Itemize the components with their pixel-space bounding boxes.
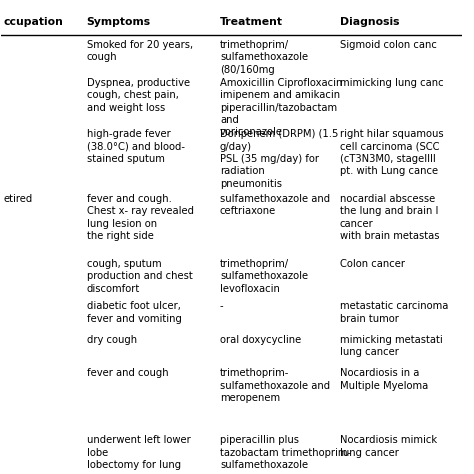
Text: etired: etired [4,194,33,204]
Text: cough, sputum
production and chest
discomfort: cough, sputum production and chest disco… [87,259,192,294]
Text: sulfamethoxazole and
ceftriaxone: sulfamethoxazole and ceftriaxone [220,194,330,217]
Text: nocardial abscesse
the lung and brain l
cancer
with brain metastas: nocardial abscesse the lung and brain l … [340,194,439,241]
Text: piperacillin plus
tazobactam trimethoprim-
sulfamethoxazole: piperacillin plus tazobactam trimethopri… [220,436,351,470]
Text: underwent left lower
lobe
lobectomy for lung: underwent left lower lobe lobectomy for … [87,436,190,470]
Text: fever and cough.
Chest x- ray revealed
lung lesion on
the right side: fever and cough. Chest x- ray revealed l… [87,194,193,241]
Text: Nocardiosis in a
Multiple Myeloma: Nocardiosis in a Multiple Myeloma [340,368,428,391]
Text: high-grade fever
(38.0°C) and blood-
stained sputum: high-grade fever (38.0°C) and blood- sta… [87,129,184,164]
Text: trimethoprim/
sulfamethoxazole
(80/160mg: trimethoprim/ sulfamethoxazole (80/160mg [220,40,308,74]
Text: dry cough: dry cough [87,335,137,345]
Text: Doripenem (DRPM) (1.5
g/day)
PSL (35 mg/day) for
radiation
pneumonitis: Doripenem (DRPM) (1.5 g/day) PSL (35 mg/… [220,129,338,189]
Text: mimicking lung canc: mimicking lung canc [340,78,443,88]
Text: Colon cancer: Colon cancer [340,259,405,269]
Text: diabetic foot ulcer,
fever and vomiting: diabetic foot ulcer, fever and vomiting [87,301,182,324]
Text: Sigmoid colon canc: Sigmoid colon canc [340,40,437,50]
Text: Dyspnea, productive
cough, chest pain,
and weight loss: Dyspnea, productive cough, chest pain, a… [87,78,190,113]
Text: trimethoprim-
sulfamethoxazole and
meropenem: trimethoprim- sulfamethoxazole and merop… [220,368,330,403]
Text: Treatment: Treatment [220,17,283,27]
Text: fever and cough: fever and cough [87,368,168,378]
Text: trimethoprim/
sulfamethoxazole
levofloxacin: trimethoprim/ sulfamethoxazole levofloxa… [220,259,308,294]
Text: right hilar squamous
cell carcinoma (SCC
(cT3N3M0, stageIIII
pt. with Lung cance: right hilar squamous cell carcinoma (SCC… [340,129,443,176]
Text: metastatic carcinoma
brain tumor: metastatic carcinoma brain tumor [340,301,448,324]
Text: mimicking metastati
lung cancer: mimicking metastati lung cancer [340,335,442,357]
Text: Amoxicillin Ciprofloxacin
imipenem and amikacin
piperacillin/tazobactam
and
vori: Amoxicillin Ciprofloxacin imipenem and a… [220,78,342,137]
Text: Nocardiosis mimick
lung cancer: Nocardiosis mimick lung cancer [340,436,437,458]
Text: ccupation: ccupation [4,17,64,27]
Text: -: - [220,301,224,311]
Text: Diagnosis: Diagnosis [340,17,399,27]
Text: Symptoms: Symptoms [87,17,151,27]
Text: Smoked for 20 years,
cough: Smoked for 20 years, cough [87,40,192,62]
Text: oral doxycycline: oral doxycycline [220,335,301,345]
